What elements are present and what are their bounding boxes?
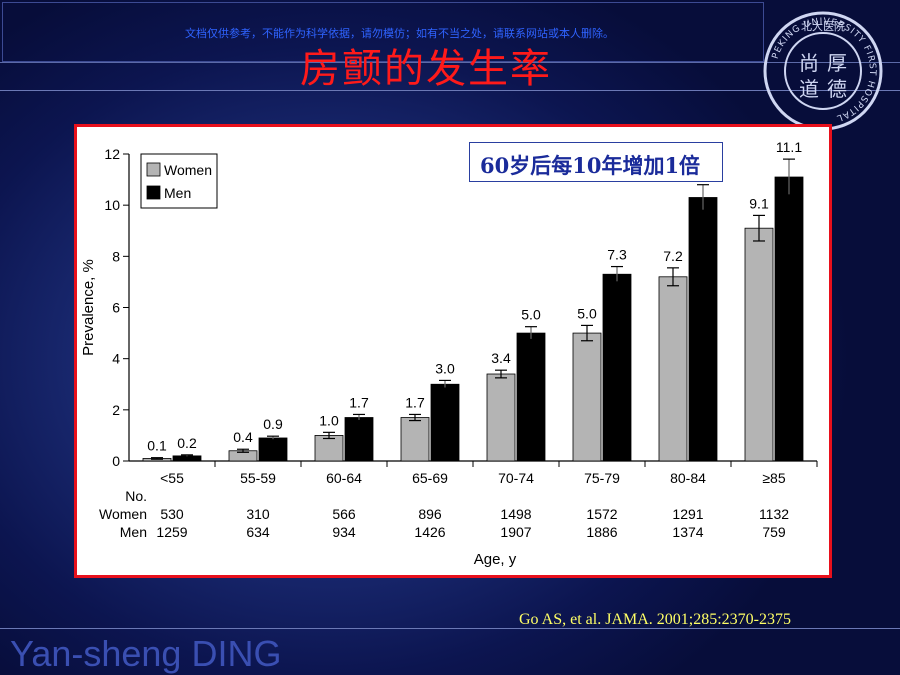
y-tick-label: 0: [112, 453, 120, 469]
y-tick-label: 8: [112, 248, 120, 264]
bar-men: [258, 437, 288, 462]
count-value: 1374: [672, 524, 703, 540]
bar-women: [744, 227, 774, 462]
data-label: 9.1: [749, 195, 769, 211]
y-tick-label: 10: [104, 197, 120, 213]
data-label: 0.2: [177, 435, 197, 451]
bar-men: [430, 383, 460, 462]
count-value: 896: [418, 506, 442, 522]
count-value: 310: [246, 506, 270, 522]
x-tick-label: 75-79: [584, 470, 620, 486]
count-header: No.: [125, 488, 147, 504]
count-value: 530: [160, 506, 184, 522]
data-label: 1.7: [405, 394, 425, 410]
slide-title: 房颤的发生率: [300, 46, 552, 92]
data-label: 5.0: [521, 307, 541, 323]
count-value: 1132: [759, 506, 789, 522]
legend-swatch: [146, 162, 161, 177]
watermark-text: 文档仅供参考，不能作为科学依据，请勿模仿；如有不当之处，请联系网站或本人删除。: [185, 27, 614, 40]
bar-women: [314, 435, 344, 462]
annotation-box: 60岁后每10年增加1倍: [469, 142, 723, 182]
x-tick-label: 70-74: [498, 470, 534, 486]
y-tick-label: 4: [112, 351, 120, 367]
count-row-label: Men: [120, 524, 147, 540]
x-axis-label: Age, y: [474, 551, 517, 568]
x-tick-label: ≥85: [762, 470, 785, 486]
data-label: 0.1: [147, 438, 167, 454]
count-value: 934: [332, 524, 356, 540]
y-tick-label: 2: [112, 402, 120, 418]
bar-men: [688, 197, 718, 462]
title-bar-frame: [2, 2, 764, 62]
divider-bottom: [0, 628, 900, 629]
count-value: 1426: [414, 524, 445, 540]
citation: Go AS, et al. JAMA. 2001;285:2370-2375: [519, 611, 791, 628]
count-value: 1259: [156, 524, 187, 540]
logo-char: 道: [799, 77, 819, 101]
prevalence-bar-chart: 0 2 4 6 8 10 12 Prevalence, % 0.1 0.2 <55 530 1259 0.…: [80, 139, 818, 568]
y-tick-label: 6: [112, 300, 120, 316]
count-row-label: Women: [99, 506, 147, 522]
x-tick-label: 80-84: [670, 470, 706, 486]
logo-top-text: 北大医院: [801, 19, 845, 33]
hospital-logo: PEKING UNIVERSITY FIRST HOSPITAL 北大医院 尚 …: [763, 11, 883, 131]
y-axis-label: Prevalence, %: [80, 259, 97, 356]
data-label: 3.0: [435, 360, 455, 376]
count-value: 634: [246, 524, 270, 540]
count-value: 1572: [586, 506, 617, 522]
data-label: 1.0: [319, 412, 339, 428]
title-bar: [0, 0, 900, 63]
legend-label: Women: [164, 162, 212, 178]
y-tick-label: 12: [104, 146, 120, 162]
bar-women: [486, 373, 516, 462]
bar-women: [400, 417, 430, 462]
bar-men: [344, 417, 374, 462]
count-value: 1886: [586, 524, 617, 540]
count-value: 1498: [500, 506, 531, 522]
bar-men: [602, 273, 632, 462]
data-label: 1.7: [349, 394, 369, 410]
data-label: 5.0: [577, 305, 597, 321]
x-tick-label: 65-69: [412, 470, 448, 486]
bar-women: [658, 276, 688, 462]
annotation-text: 60岁后每10年增加1倍: [480, 153, 701, 178]
count-value: 1907: [500, 524, 531, 540]
logo-char: 厚: [827, 51, 847, 75]
x-tick-label: 55-59: [240, 470, 276, 486]
data-label: 7.3: [607, 247, 627, 263]
legend-label: Men: [164, 185, 191, 201]
logo-char: 德: [827, 77, 847, 101]
data-label: 0.4: [233, 429, 253, 445]
count-value: 566: [332, 506, 356, 522]
chart-panel: 0 2 4 6 8 10 12 Prevalence, % 0.1 0.2 <55 530 1259 0.…: [74, 124, 832, 578]
logo-char: 尚: [799, 51, 819, 75]
bar-men: [516, 332, 546, 462]
data-label: 11.1: [776, 139, 802, 155]
data-label: 3.4: [491, 350, 511, 366]
legend-swatch: [146, 185, 161, 200]
x-tick-label: <55: [160, 470, 184, 486]
count-value: 1291: [672, 506, 703, 522]
bar-women: [572, 332, 602, 462]
bar-men: [774, 176, 804, 462]
count-value: 759: [762, 524, 786, 540]
x-tick-label: 60-64: [326, 470, 362, 486]
author-name: Yan-sheng DING: [10, 633, 282, 674]
divider-top: [0, 90, 900, 91]
data-label: 7.2: [663, 248, 683, 264]
data-label: 0.9: [263, 416, 283, 432]
